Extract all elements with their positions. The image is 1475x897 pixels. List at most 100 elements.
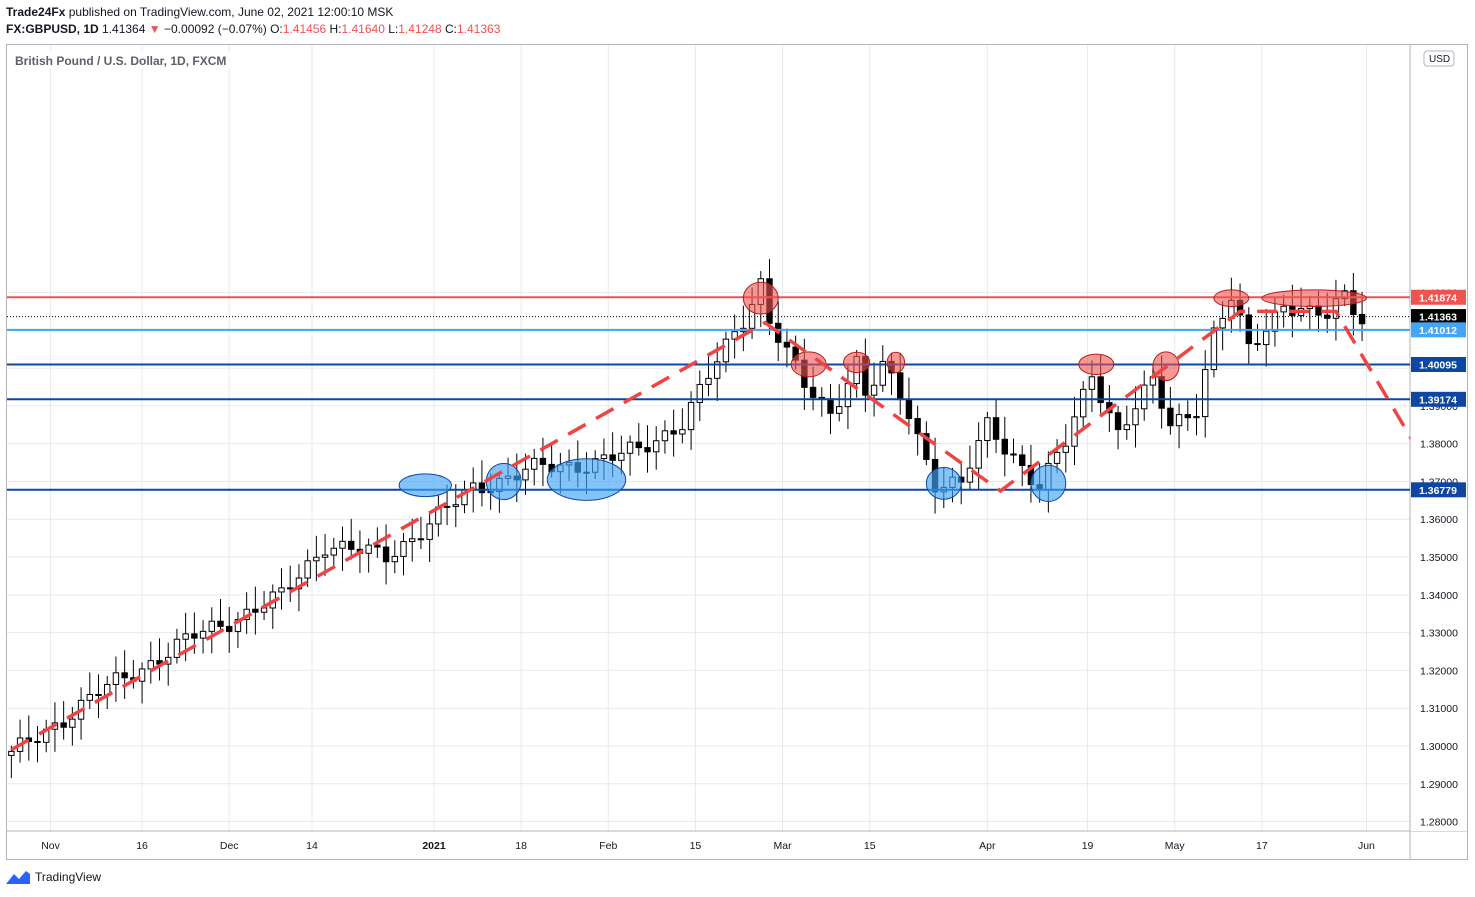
- brand-name[interactable]: TradingView: [35, 870, 102, 884]
- candle-body: [923, 433, 930, 460]
- candle-body: [1088, 376, 1096, 390]
- y-tick-label: 1.31000: [1420, 703, 1458, 715]
- candle-body: [705, 377, 712, 385]
- candle-body: [478, 482, 486, 494]
- candle-body: [975, 440, 982, 469]
- candle-body: [34, 740, 41, 743]
- candle-body: [1071, 416, 1078, 447]
- candle-body: [844, 383, 852, 408]
- candle-body: [260, 607, 268, 613]
- candle-body: [374, 544, 381, 548]
- candle-body: [897, 372, 904, 401]
- currency-label: USD: [1429, 54, 1450, 65]
- resistance-marker[interactable]: [886, 351, 906, 374]
- candle-body: [1123, 424, 1130, 431]
- currency-chip[interactable]: [1423, 50, 1455, 67]
- candle-body: [1280, 305, 1287, 313]
- candle-body: [8, 750, 15, 756]
- y-tick-label: 1.38000: [1420, 439, 1458, 451]
- candle-body: [1184, 414, 1191, 419]
- candle-body: [121, 672, 128, 679]
- resistance-marker[interactable]: [843, 351, 871, 374]
- x-tick-label: Dec: [220, 840, 239, 852]
- support-marker[interactable]: [546, 458, 627, 501]
- level-price-tag: [1411, 322, 1466, 338]
- close-label: C:: [444, 22, 457, 36]
- candle-body: [409, 538, 416, 543]
- candle-body: [348, 540, 355, 550]
- candle-body: [531, 457, 538, 470]
- chart-title: British Pound / U.S. Dollar, 1D, FXCM: [15, 54, 226, 68]
- level-price-label: 1.41012: [1419, 325, 1457, 337]
- candle-body: [1158, 376, 1165, 409]
- candle-body: [879, 360, 886, 386]
- projection-line[interactable]: [10, 309, 1416, 752]
- level-price-label: 1.41874: [1419, 292, 1457, 304]
- level-price-tag: [1411, 357, 1466, 373]
- level-price-label: 1.41363: [1419, 312, 1457, 324]
- candle-body: [217, 620, 224, 627]
- close-value: 1.41363: [456, 22, 501, 36]
- candle-body: [1315, 305, 1322, 316]
- candle-body: [827, 398, 834, 414]
- price-axis-bg: [1410, 45, 1467, 831]
- candle-body: [992, 417, 1000, 440]
- candle-body: [635, 441, 642, 449]
- level-price-tag: [1411, 391, 1466, 407]
- candle-body: [1193, 416, 1200, 419]
- resistance-marker[interactable]: [1213, 289, 1250, 307]
- level-price-tag: [1411, 482, 1466, 498]
- candle-body: [966, 467, 974, 483]
- resistance-marker[interactable]: [742, 281, 779, 315]
- candle-body: [722, 338, 730, 363]
- x-tick-label: Feb: [599, 840, 617, 852]
- candle-body: [905, 399, 913, 420]
- candle-body: [914, 418, 921, 435]
- candle-body: [1010, 453, 1017, 456]
- symbol: FX:GBPUSD, 1D: [6, 22, 99, 36]
- support-marker[interactable]: [1030, 464, 1067, 502]
- candle-body: [714, 361, 721, 379]
- y-tick-label: 1.33000: [1420, 628, 1458, 640]
- y-tick-label: 1.34000: [1420, 590, 1458, 602]
- candle-body: [304, 560, 311, 579]
- candle-body: [95, 693, 102, 697]
- candle-body: [870, 384, 878, 396]
- x-tick-label: 19: [1082, 840, 1094, 852]
- support-marker[interactable]: [925, 466, 962, 500]
- published-text: published on TradingView.com, June 02, 2…: [68, 5, 394, 19]
- candle-body: [138, 668, 146, 682]
- publisher-name[interactable]: Trade24Fx: [6, 5, 66, 19]
- high-label: H:: [329, 22, 342, 36]
- candle-body: [696, 383, 703, 403]
- candle-body: [1202, 369, 1209, 418]
- candle-body: [112, 672, 120, 685]
- tradingview-logo-icon[interactable]: [6, 870, 30, 884]
- support-marker[interactable]: [398, 473, 452, 498]
- resistance-marker[interactable]: [1261, 289, 1367, 307]
- candle-body: [539, 457, 547, 465]
- level-price-label: 1.40095: [1419, 360, 1457, 372]
- candle-body: [426, 523, 433, 540]
- candle-body: [1019, 454, 1026, 466]
- candle-body: [417, 538, 425, 541]
- candle-body: [391, 555, 398, 563]
- candle-body: [783, 341, 791, 348]
- candle-body: [1175, 414, 1183, 427]
- x-tick-label: Mar: [774, 840, 793, 852]
- candle-body: [836, 406, 843, 414]
- candle-body: [382, 546, 390, 563]
- candle-body: [278, 587, 285, 593]
- level-price-label: 1.36779: [1419, 485, 1457, 497]
- x-tick-label: 18: [515, 840, 527, 852]
- resistance-marker[interactable]: [1078, 353, 1115, 376]
- low-label: L:: [388, 22, 399, 36]
- candle-body: [60, 722, 67, 728]
- x-tick-label: 16: [136, 840, 148, 852]
- x-tick-label: Jun: [1358, 840, 1375, 852]
- support-marker[interactable]: [485, 462, 522, 501]
- candle-body: [1254, 343, 1261, 346]
- candle-body: [1001, 438, 1008, 455]
- symbol-line: FX:GBPUSD, 1D 1.41364 ▼ −0.00092 (−0.07%…: [6, 22, 500, 36]
